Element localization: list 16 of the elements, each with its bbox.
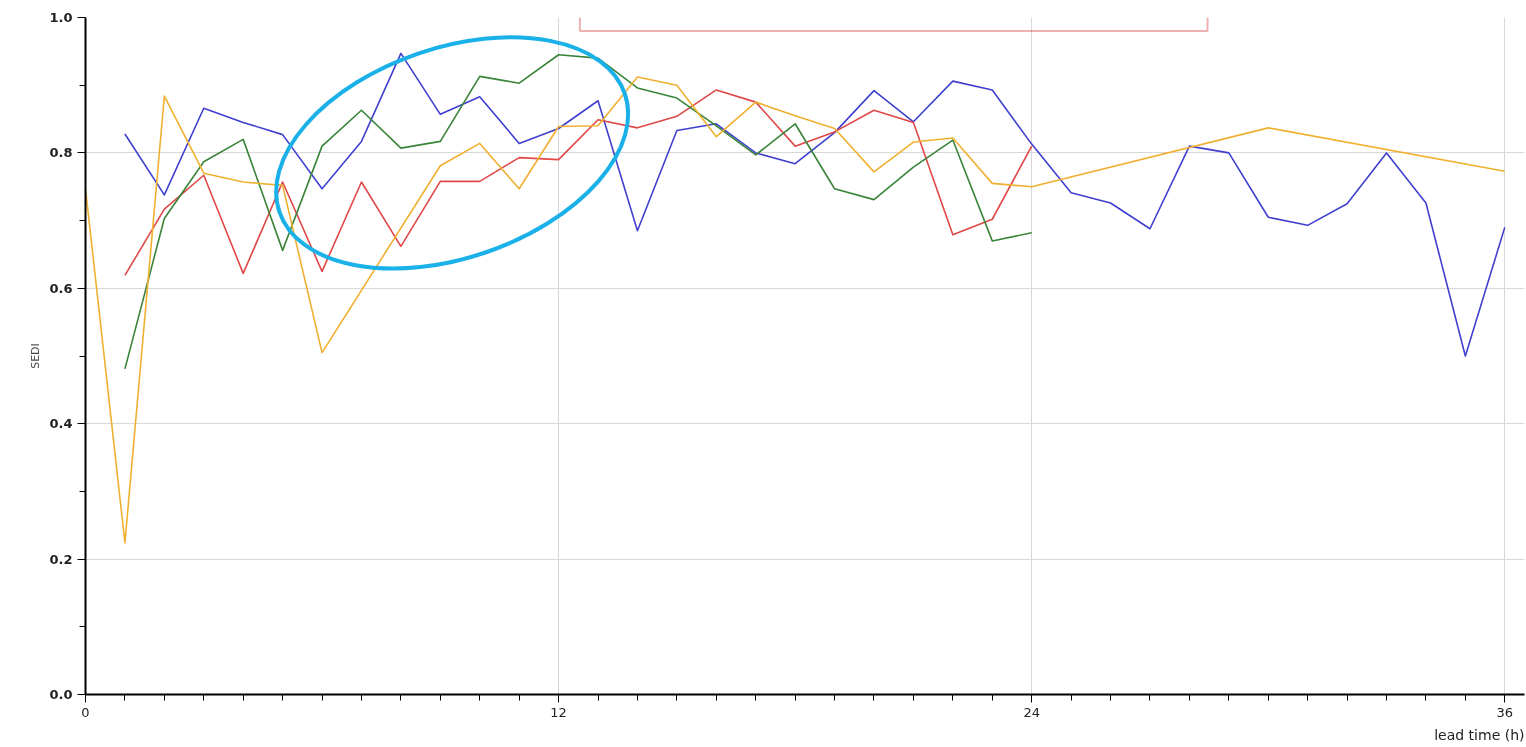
y-tick-label: 0.4 [49,416,73,432]
x-tick-label: 12 [550,704,567,720]
y-tick-label: 0.8 [49,145,73,161]
x-axis-title: lead time (h) [1434,726,1525,743]
y-axis-title: SEDI [29,343,43,369]
y-tick-label: 0.0 [49,687,73,702]
line-series [85,76,1506,544]
x-tick-label: 36 [1496,704,1514,720]
line-series [124,52,1506,357]
y-tick-label: 1.0 [49,10,73,25]
x-tick-label: 24 [1023,704,1040,720]
y-tick-label: 0.6 [49,280,73,296]
line-series [124,53,1033,370]
x-tick-label: 0 [81,704,90,720]
y-tick-label: 0.2 [49,551,73,567]
line-series [124,89,1033,277]
